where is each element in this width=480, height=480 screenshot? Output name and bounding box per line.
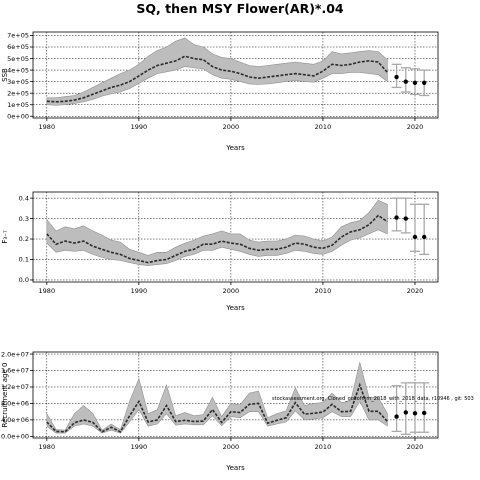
plot-frame [32, 351, 439, 439]
x-tick-label: 1990 [131, 443, 148, 451]
x-tick-label: 1980 [39, 123, 56, 131]
y-axis-label: F₃₋₇ [1, 230, 9, 244]
x-tick-label: 2020 [407, 443, 424, 451]
y-tick-label: 0.4 [19, 194, 29, 202]
y-tick-label: 1.2e+07 [1, 383, 29, 391]
y-tick-label: 1e+05 [7, 101, 29, 109]
projection-point [403, 410, 408, 415]
confidence-band [46, 199, 388, 266]
median-line [46, 382, 388, 433]
confidence-band [46, 362, 388, 434]
y-axis-label: Recruitment age 0 [1, 363, 9, 428]
x-axis-label: Years [225, 304, 245, 312]
x-tick-label: 2020 [407, 123, 424, 131]
x-tick-label: 2020 [407, 287, 424, 295]
plot-frame [32, 31, 439, 119]
y-tick-label: 0.0 [19, 276, 29, 284]
projection-point [421, 80, 427, 85]
x-axis-label: Years [225, 144, 245, 152]
y-tick-label: 4e+05 [7, 66, 29, 74]
annotation-text: stockassessment.org, Cloned_goliofmm_201… [272, 396, 474, 402]
y-tick-label: 8.0e+06 [1, 400, 29, 408]
projection-point [421, 234, 427, 240]
projection-point [412, 234, 418, 240]
y-tick-label: 0.2 [19, 235, 29, 243]
x-axis-label: Years [225, 464, 245, 472]
x-tick-label: 2010 [315, 123, 332, 131]
plot-frame [32, 191, 439, 283]
projection-point [394, 215, 399, 220]
projection-point [403, 79, 408, 84]
panel-1: 1980 1990 2000 2010 2020 0e+00 1e+05 2e+05 3e+05… [1, 31, 439, 152]
projection-point [412, 80, 418, 85]
y-axis-label: SSB [1, 68, 9, 82]
x-tick-label: 2010 [315, 287, 332, 295]
projection-point [421, 410, 427, 416]
projection-point [394, 74, 399, 80]
y-tick-label: 0.3 [19, 215, 29, 223]
projection-point [394, 414, 399, 419]
confidence-band [46, 37, 388, 106]
y-tick-label: 7e+05 [7, 32, 29, 40]
projection-point [412, 411, 418, 416]
panel-3: 1980 1990 2000 2010 2020 0.0e+00 4.0e+06 8.0e+0… [1, 350, 474, 472]
y-tick-label: 0.0e+00 [1, 433, 29, 441]
x-tick-label: 2000 [223, 287, 240, 295]
y-tick-label: 1.6e+07 [1, 367, 29, 375]
x-tick-label: 1990 [131, 287, 148, 295]
projection-point [403, 216, 408, 221]
y-tick-label: 4.0e+06 [1, 416, 29, 424]
panel-2: 1980 1990 2000 2010 2020 0.0 0.1 0.2 0.3 0.4 Years… [1, 191, 439, 312]
y-tick-label: 0e+00 [7, 112, 29, 120]
figure-title: SQ, then MSY Flower(AR)*.04 [136, 1, 344, 16]
y-tick-label: 6e+05 [7, 43, 29, 51]
median-line [46, 55, 388, 103]
y-tick-label: 5e+05 [7, 55, 29, 63]
x-tick-label: 2000 [223, 123, 240, 131]
median-line [46, 214, 388, 264]
x-tick-label: 1980 [39, 443, 56, 451]
x-tick-label: 2000 [223, 443, 240, 451]
y-tick-label: 2e+05 [7, 89, 29, 97]
x-tick-label: 2010 [315, 443, 332, 451]
y-tick-label: 3e+05 [7, 78, 29, 86]
y-tick-label: 0.1 [19, 256, 29, 264]
y-tick-label: 2.0e+07 [1, 350, 29, 358]
x-tick-label: 1980 [39, 287, 56, 295]
x-tick-label: 1990 [131, 123, 148, 131]
